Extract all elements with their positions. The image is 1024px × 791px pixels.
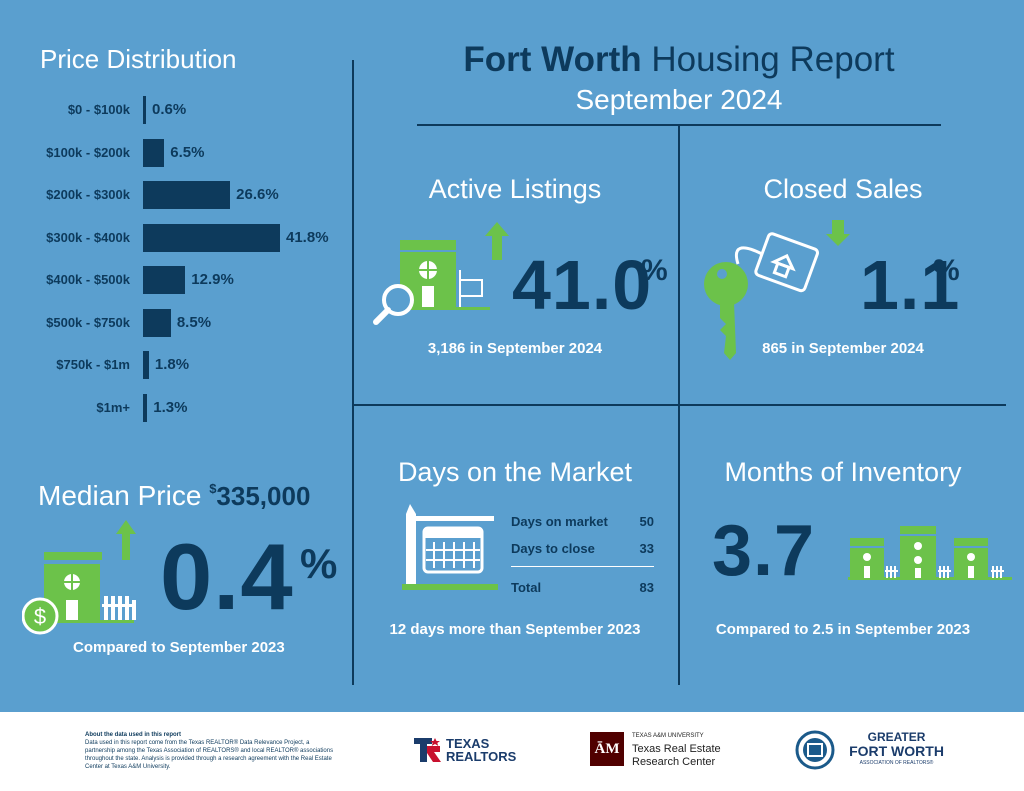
key-tag-icon — [704, 220, 850, 360]
bar-value: 8.5% — [176, 313, 212, 331]
active-listings-unit: % — [641, 254, 669, 287]
months-inventory-title: Months of Inventory — [724, 457, 962, 487]
days-total-rule — [511, 566, 654, 567]
bar-value: 41.8% — [286, 228, 329, 246]
price-distribution-title: Price Distribution — [40, 44, 237, 74]
gfw-line3: ASSOCIATION OF REALTORS® — [859, 760, 934, 766]
months-inventory-value: 3.7 — [712, 511, 816, 591]
median-price-change: 0.4 — [160, 524, 294, 629]
bar-label: $1m+ — [96, 399, 130, 415]
divider-left — [352, 60, 354, 685]
texas-realtors-mark-icon — [414, 738, 441, 762]
price-bar — [143, 308, 171, 337]
house-dollar-icon: $ — [22, 520, 136, 635]
about-data-text: Data used in this report come from the T… — [85, 740, 334, 770]
bar-value: 26.6% — [236, 186, 279, 203]
bar-label: $0 - $100k — [67, 102, 130, 117]
bar-label: $400k - $500k — [46, 272, 130, 287]
days-total-value: 83 — [639, 580, 654, 595]
days-to-close-value: 33 — [639, 541, 654, 556]
report-title: Fort Worth Housing Report — [352, 40, 1006, 80]
price-bar — [143, 266, 186, 294]
report-title-city: Fort Worth — [463, 40, 642, 79]
bar-value: 0.6% — [152, 101, 187, 118]
bar-label: $300k - $400k — [46, 229, 130, 245]
active-listings-title: Active Listings — [428, 174, 602, 204]
sale-sign-calendar-icon — [402, 504, 498, 590]
days-to-close-label: Days to close — [511, 541, 595, 556]
price-bar — [143, 138, 165, 167]
closed-sales-title: Closed Sales — [763, 174, 923, 204]
gfw-seal-icon — [795, 730, 835, 770]
texas-realtors-text-2: REALTORS — [446, 749, 517, 764]
months-inventory-caption: Compared to 2.5 in September 2023 — [715, 621, 971, 638]
median-price-title: Median Price $335,000 — [38, 480, 310, 512]
bar-value: 6.5% — [170, 143, 205, 161]
report-title-rest: Housing Report — [651, 40, 895, 79]
days-on-market-label: Days on market — [511, 514, 608, 529]
bar-label: $750k - $1m — [56, 357, 130, 372]
tamu-mark-icon: ĀM — [590, 732, 624, 766]
bar-label: $500k - $750k — [46, 314, 130, 330]
price-bar — [143, 223, 280, 252]
days-on-market-caption: 12 days more than September 2023 — [389, 621, 641, 638]
days-on-market-title: Days on the Market — [397, 457, 633, 487]
gfw-line1: GREATER — [867, 730, 926, 744]
median-price-unit: % — [300, 540, 339, 587]
report-panel: Price Distribution $0 - $100k 0.6% $100k -… — [0, 0, 1024, 712]
price-bar — [143, 181, 231, 209]
tamu-line2: Research Center — [632, 756, 716, 768]
about-data-title: About the data used in this report — [85, 732, 182, 738]
active-listings-caption: 3,186 in September 2024 — [427, 340, 603, 357]
footer: About the data used in this report Data … — [0, 712, 1024, 791]
house-search-icon — [373, 222, 509, 325]
report-subtitle: September 2024 — [575, 84, 783, 115]
bar-value: 1.3% — [153, 398, 188, 416]
price-bar — [143, 393, 148, 422]
bar-label: $200k - $300k — [46, 187, 130, 202]
tamu-line1: Texas Real Estate — [632, 743, 721, 755]
active-listings-change: 41.0 — [512, 246, 653, 324]
closed-sales-change: 1.1 — [860, 246, 961, 324]
bar-label: $100k - $200k — [46, 144, 130, 160]
tamu-small: TEXAS A&M UNIVERSITY — [632, 733, 704, 739]
bar-value: 12.9% — [191, 271, 234, 288]
price-bar — [143, 96, 146, 124]
median-price-caption: Compared to September 2023 — [73, 639, 285, 656]
gfw-line2: FORT WORTH — [849, 743, 944, 759]
header-underline — [417, 124, 941, 126]
median-price-amount: 335,000 — [216, 481, 311, 511]
closed-sales-unit: % — [933, 254, 961, 287]
divider-horizontal — [352, 404, 1006, 406]
svg-text:$: $ — [34, 604, 46, 629]
days-on-market-value: 50 — [639, 514, 654, 529]
closed-sales-caption: 865 in September 2024 — [762, 340, 924, 357]
texas-realtors-text-1: TEXAS — [446, 736, 490, 751]
median-price-label: Median Price — [38, 480, 202, 511]
days-total-label: Total — [511, 580, 542, 595]
bar-value: 1.8% — [154, 356, 190, 373]
median-price-dollar: $ — [209, 481, 217, 496]
houses-row-icon — [848, 526, 1012, 580]
price-bar — [143, 351, 149, 379]
about-data: About the data used in this report Data … — [85, 731, 335, 771]
